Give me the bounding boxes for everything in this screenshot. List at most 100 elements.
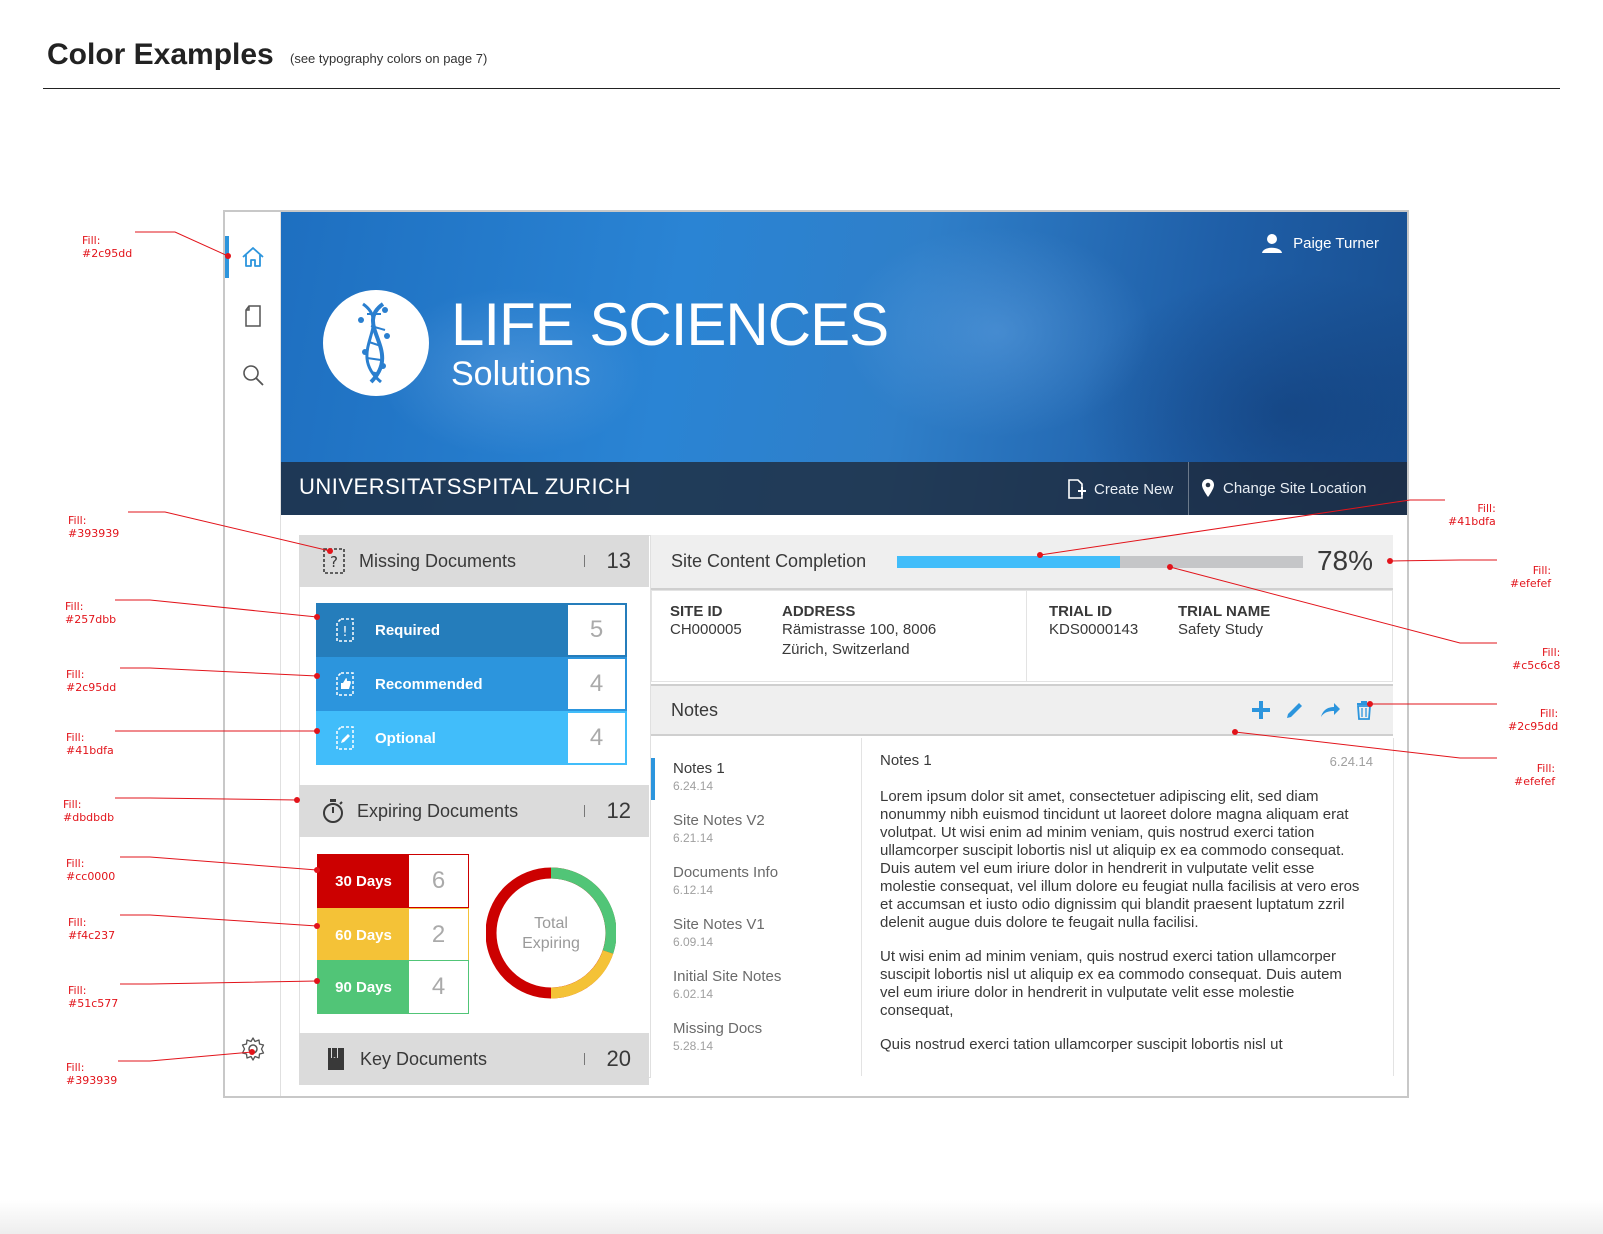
user-menu[interactable]: Paige Turner bbox=[1261, 232, 1379, 254]
60-days-count: 2 bbox=[409, 909, 468, 961]
completion-fill bbox=[897, 556, 1121, 568]
trial-id-label: TRIAL ID bbox=[1049, 603, 1113, 620]
note-detail-title: Notes 1 bbox=[880, 752, 932, 769]
note-item[interactable]: Missing Docs 5.28.14 bbox=[673, 1020, 762, 1053]
note-title: Site Notes V2 bbox=[673, 812, 765, 829]
thumbs-up-doc-icon bbox=[336, 672, 354, 696]
trash-icon[interactable] bbox=[1355, 700, 1373, 720]
required-doc-icon: ! bbox=[336, 618, 354, 642]
site-id-label: SITE ID bbox=[670, 603, 723, 620]
header-separator bbox=[584, 805, 585, 817]
page-title: Color Examples bbox=[47, 38, 274, 71]
annotation-label: Fill: #393939 bbox=[68, 514, 120, 540]
address-label: ADDRESS bbox=[782, 603, 856, 620]
annotation-label: Fill: #2c95dd bbox=[82, 234, 133, 260]
brand-title: LIFE SCIENCES bbox=[451, 291, 889, 358]
expiring-documents-header[interactable]: Expiring Documents 12 bbox=[299, 785, 649, 837]
expiring-30-days-row[interactable]: 30 Days 6 bbox=[317, 854, 469, 908]
note-item[interactable]: Documents Info 6.12.14 bbox=[673, 864, 778, 897]
note-detail-date: 6.24.14 bbox=[1329, 754, 1373, 769]
note-paragraph: Quis nostrud exerci tation ullamcorper s… bbox=[880, 1036, 1283, 1053]
page-bottom-shade bbox=[0, 1200, 1603, 1234]
note-paragraph: Lorem ipsum dolor sit amet, consectetuer… bbox=[880, 788, 1360, 931]
required-count: 5 bbox=[567, 604, 626, 656]
annotation-label: Fill: #f4c237 bbox=[68, 916, 116, 942]
completion-percent: 78% bbox=[1316, 545, 1373, 576]
svg-text:!: ! bbox=[342, 625, 347, 640]
home-icon[interactable] bbox=[240, 244, 266, 270]
optional-row[interactable]: Optional 4 bbox=[316, 711, 627, 765]
note-title: Notes 1 bbox=[673, 760, 725, 777]
annotation-label: Fill: #cc0000 bbox=[66, 857, 116, 883]
recommended-count: 4 bbox=[567, 658, 626, 710]
note-paragraph: Ut wisi enim ad minim veniam, quis nostr… bbox=[880, 948, 1342, 1019]
missing-documents-list: ! Required 5 Recommended 4 Optional 4 bbox=[299, 603, 649, 765]
key-document-icon bbox=[328, 1048, 344, 1070]
missing-documents-count: 13 bbox=[606, 548, 631, 573]
notes-title: Notes bbox=[671, 700, 719, 720]
annotation-label: Fill: #c5c6c8 bbox=[1512, 646, 1561, 672]
total-expiring-donut: Total Expiring bbox=[485, 858, 617, 1008]
missing-document-icon: ? bbox=[323, 548, 345, 574]
plus-icon[interactable] bbox=[1251, 700, 1271, 720]
address-line2: Zürich, Switzerland bbox=[782, 641, 910, 658]
annotation-label: Fill: #2c95dd bbox=[66, 668, 117, 694]
bar-divider bbox=[1188, 462, 1189, 515]
search-icon[interactable] bbox=[240, 362, 266, 388]
annotation-label: Fill: #393939 bbox=[66, 1061, 118, 1087]
expiring-documents-title: Expiring Documents bbox=[357, 800, 519, 821]
header-separator bbox=[584, 1053, 585, 1065]
annotation-label: Fill: #51c577 bbox=[68, 984, 119, 1010]
trial-name-value: Safety Study bbox=[1178, 621, 1264, 638]
note-detail: Notes 1 6.24.14 Lorem ipsum dolor sit am… bbox=[862, 738, 1394, 1076]
expiring-documents-count: 12 bbox=[606, 798, 631, 823]
share-arrow-icon[interactable] bbox=[1319, 700, 1341, 720]
note-item[interactable]: Notes 1 6.24.14 bbox=[673, 760, 725, 793]
required-label: Required bbox=[375, 621, 441, 639]
recommended-row[interactable]: Recommended 4 bbox=[316, 657, 627, 711]
page-subtitle: (see typography colors on page 7) bbox=[290, 51, 488, 66]
create-new-button[interactable]: Create New bbox=[1066, 478, 1173, 500]
create-new-label: Create New bbox=[1094, 480, 1174, 498]
note-item[interactable]: Initial Site Notes 6.02.14 bbox=[673, 968, 781, 1001]
user-name: Paige Turner bbox=[1293, 234, 1379, 252]
key-documents-header[interactable]: Key Documents 20 bbox=[299, 1033, 649, 1085]
recommended-label: Recommended bbox=[375, 675, 483, 693]
active-note-indicator bbox=[651, 758, 655, 800]
expiring-60-days-row[interactable]: 60 Days 2 bbox=[317, 908, 469, 962]
missing-documents-title: Missing Documents bbox=[359, 550, 517, 571]
required-row[interactable]: ! Required 5 bbox=[316, 603, 627, 657]
donut-label-line2: Expiring bbox=[522, 935, 580, 952]
dna-logo-icon bbox=[323, 290, 429, 396]
missing-documents-header[interactable]: ? Missing Documents 13 bbox=[299, 535, 649, 587]
completion-label: Site Content Completion bbox=[671, 551, 867, 571]
site-info-panel: SITE ID CH000005 ADDRESS Rämistrasse 100… bbox=[651, 590, 1393, 682]
expiring-documents-list: 30 Days 6 60 Days 2 90 Days 4 Total Expi… bbox=[299, 852, 649, 1022]
site-bar: UNIVERSITATSSPITAL ZURICH Create New Cha… bbox=[281, 462, 1407, 515]
brand-subtitle: Solutions bbox=[451, 355, 591, 393]
note-date: 6.21.14 bbox=[673, 831, 714, 845]
note-date: 6.24.14 bbox=[673, 779, 714, 793]
annotation-label: Fill: #257dbb bbox=[65, 600, 117, 626]
note-item[interactable]: Site Notes V1 6.09.14 bbox=[673, 916, 765, 949]
document-icon[interactable] bbox=[240, 303, 266, 329]
sidebar bbox=[225, 212, 281, 1096]
create-new-icon bbox=[1068, 479, 1086, 499]
30-days-label: 30 Days bbox=[318, 855, 409, 907]
note-title: Documents Info bbox=[673, 864, 779, 881]
site-id-value: CH000005 bbox=[670, 621, 742, 638]
stopwatch-icon bbox=[323, 799, 343, 823]
expiring-90-days-row[interactable]: 90 Days 4 bbox=[317, 960, 469, 1014]
note-item[interactable]: Site Notes V2 6.21.14 bbox=[673, 812, 765, 845]
svg-text:?: ? bbox=[330, 553, 338, 571]
note-title: Missing Docs bbox=[673, 1020, 763, 1037]
note-date: 6.12.14 bbox=[673, 883, 714, 897]
key-documents-count: 20 bbox=[606, 1046, 631, 1071]
60-days-label: 60 Days bbox=[318, 909, 409, 961]
change-site-location-button[interactable]: Change Site Location bbox=[1201, 478, 1366, 498]
note-date: 5.28.14 bbox=[673, 1039, 714, 1053]
note-title: Initial Site Notes bbox=[673, 968, 782, 985]
note-date: 6.02.14 bbox=[673, 987, 714, 1001]
pencil-icon[interactable] bbox=[1285, 700, 1305, 720]
